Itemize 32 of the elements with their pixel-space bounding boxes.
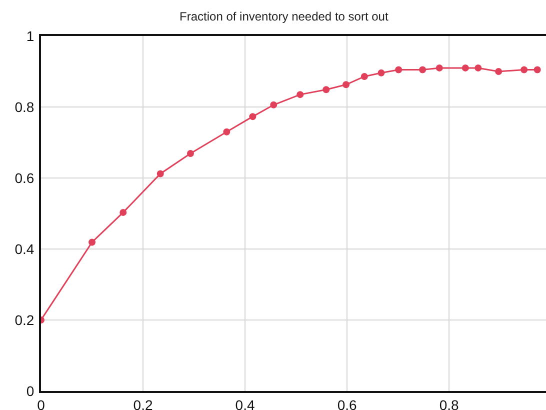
point	[474, 64, 482, 72]
y-tick-label: 0.8	[14, 98, 34, 115]
point	[436, 64, 443, 72]
x-tick-label: 0.6	[337, 396, 357, 410]
x-tick-label: 0	[37, 396, 46, 410]
x-tick-label: 0.8	[439, 396, 460, 410]
point	[270, 101, 278, 108]
point	[342, 81, 350, 88]
point	[419, 66, 426, 74]
chart-title: Fraction of inventory needed to sort out	[180, 10, 389, 24]
point	[249, 113, 256, 120]
x-tick-label: 0.2	[133, 396, 153, 410]
point	[360, 72, 368, 80]
point	[186, 150, 194, 158]
y-tick-label: 1	[26, 28, 34, 44]
point	[462, 64, 469, 72]
point	[223, 128, 230, 136]
point	[296, 91, 304, 98]
y-tick-label: 0.6	[14, 170, 34, 186]
point	[395, 66, 402, 74]
point	[520, 66, 528, 74]
y-tick-label: 0.2	[14, 312, 34, 328]
point	[534, 66, 541, 74]
point	[156, 170, 164, 178]
x-tick-label: 0.4	[235, 396, 255, 410]
y-tick-label: 0	[26, 382, 34, 399]
point	[88, 238, 96, 246]
y-tick-label: 0.4	[14, 240, 34, 257]
point	[495, 68, 502, 75]
point	[120, 208, 127, 216]
point	[322, 86, 330, 94]
point	[378, 69, 385, 76]
